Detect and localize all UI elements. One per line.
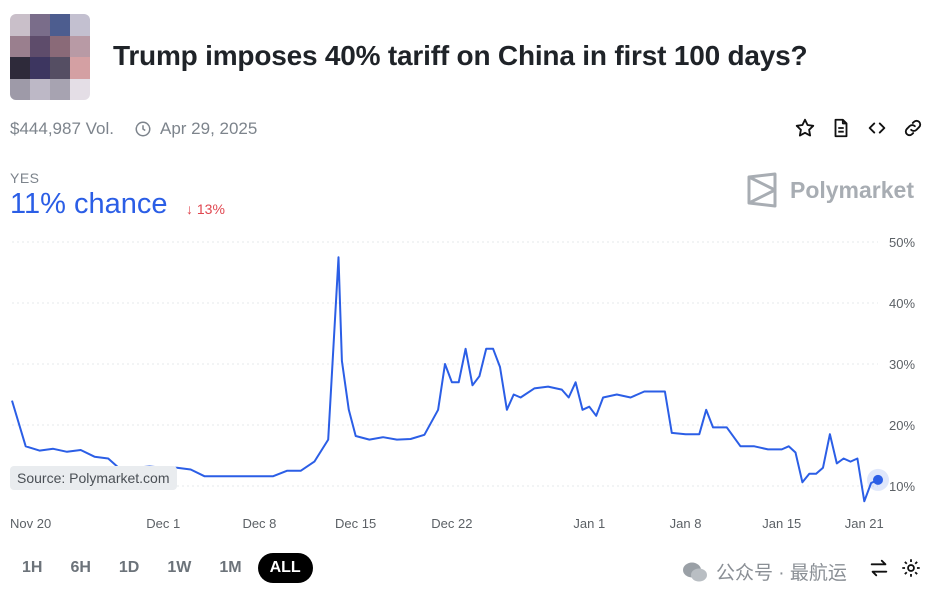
market-meta: $444,987 Vol. Apr 29, 2025 (10, 119, 257, 139)
chart-tools (868, 557, 922, 579)
outcome-label: YES (10, 170, 40, 186)
link-icon[interactable] (902, 117, 924, 139)
y-tick-label: 40% (889, 296, 915, 311)
current-point (873, 474, 883, 485)
embed-code-icon[interactable] (866, 117, 888, 139)
x-tick-label: Jan 1 (573, 516, 605, 531)
y-tick-label: 50% (889, 235, 915, 250)
watermark: 公众号 · 最航运 (682, 558, 847, 585)
market-thumbnail (10, 14, 90, 100)
document-icon[interactable] (830, 117, 852, 139)
range-button-1m[interactable]: 1M (219, 559, 242, 576)
x-tick-label: Dec 22 (431, 516, 472, 531)
market-actions (794, 117, 924, 139)
range-button-6h[interactable]: 6H (70, 559, 91, 576)
x-tick-label: Jan 15 (762, 516, 801, 531)
range-button-1h[interactable]: 1H (22, 559, 43, 576)
x-tick-label: Jan 21 (845, 516, 884, 531)
clock-icon (135, 121, 151, 137)
arrow-down-icon: ↓ (186, 201, 193, 217)
settings-gear-icon[interactable] (900, 557, 922, 579)
range-button-all[interactable]: ALL (257, 553, 313, 583)
y-tick-label: 10% (889, 479, 915, 494)
volume-text: $444,987 Vol. (10, 119, 114, 138)
range-button-1d[interactable]: 1D (118, 559, 140, 576)
source-label: Source: Polymarket.com (10, 466, 177, 490)
x-tick-label: Nov 20 (10, 516, 51, 531)
y-tick-label: 20% (889, 418, 915, 433)
delta-value: 13% (196, 201, 225, 217)
market-title: Trump imposes 40% tariff on China in fir… (113, 40, 808, 71)
chance-value: 11% chance (10, 188, 168, 220)
x-tick-label: Dec 8 (242, 516, 276, 531)
x-tick-label: Dec 15 (335, 516, 376, 531)
brand-name: Polymarket (789, 176, 914, 203)
range-button-1w[interactable]: 1W (167, 559, 192, 576)
polymarket-logo: Polymarket (746, 172, 914, 208)
polymarket-logo-icon (747, 172, 777, 208)
wechat-icon (683, 562, 707, 581)
swap-icon[interactable] (868, 557, 890, 579)
time-range-selector: 1H 6H 1D 1W 1M ALL (10, 553, 313, 583)
end-date-text: Apr 29, 2025 (159, 119, 258, 138)
chance-delta: ↓ 13% (186, 201, 225, 217)
price-chart[interactable]: 10% 20% 30% 40% 50% Nov 20 Dec 1 Dec 8 Dec 15 Dec… (0, 230, 934, 540)
series-line (11, 256, 879, 503)
x-tick-label: Jan 8 (670, 516, 702, 531)
star-icon[interactable] (794, 117, 816, 139)
watermark-text: 公众号 · 最航运 (716, 563, 847, 584)
y-tick-label: 30% (889, 357, 915, 372)
x-tick-label: Dec 1 (146, 516, 180, 531)
